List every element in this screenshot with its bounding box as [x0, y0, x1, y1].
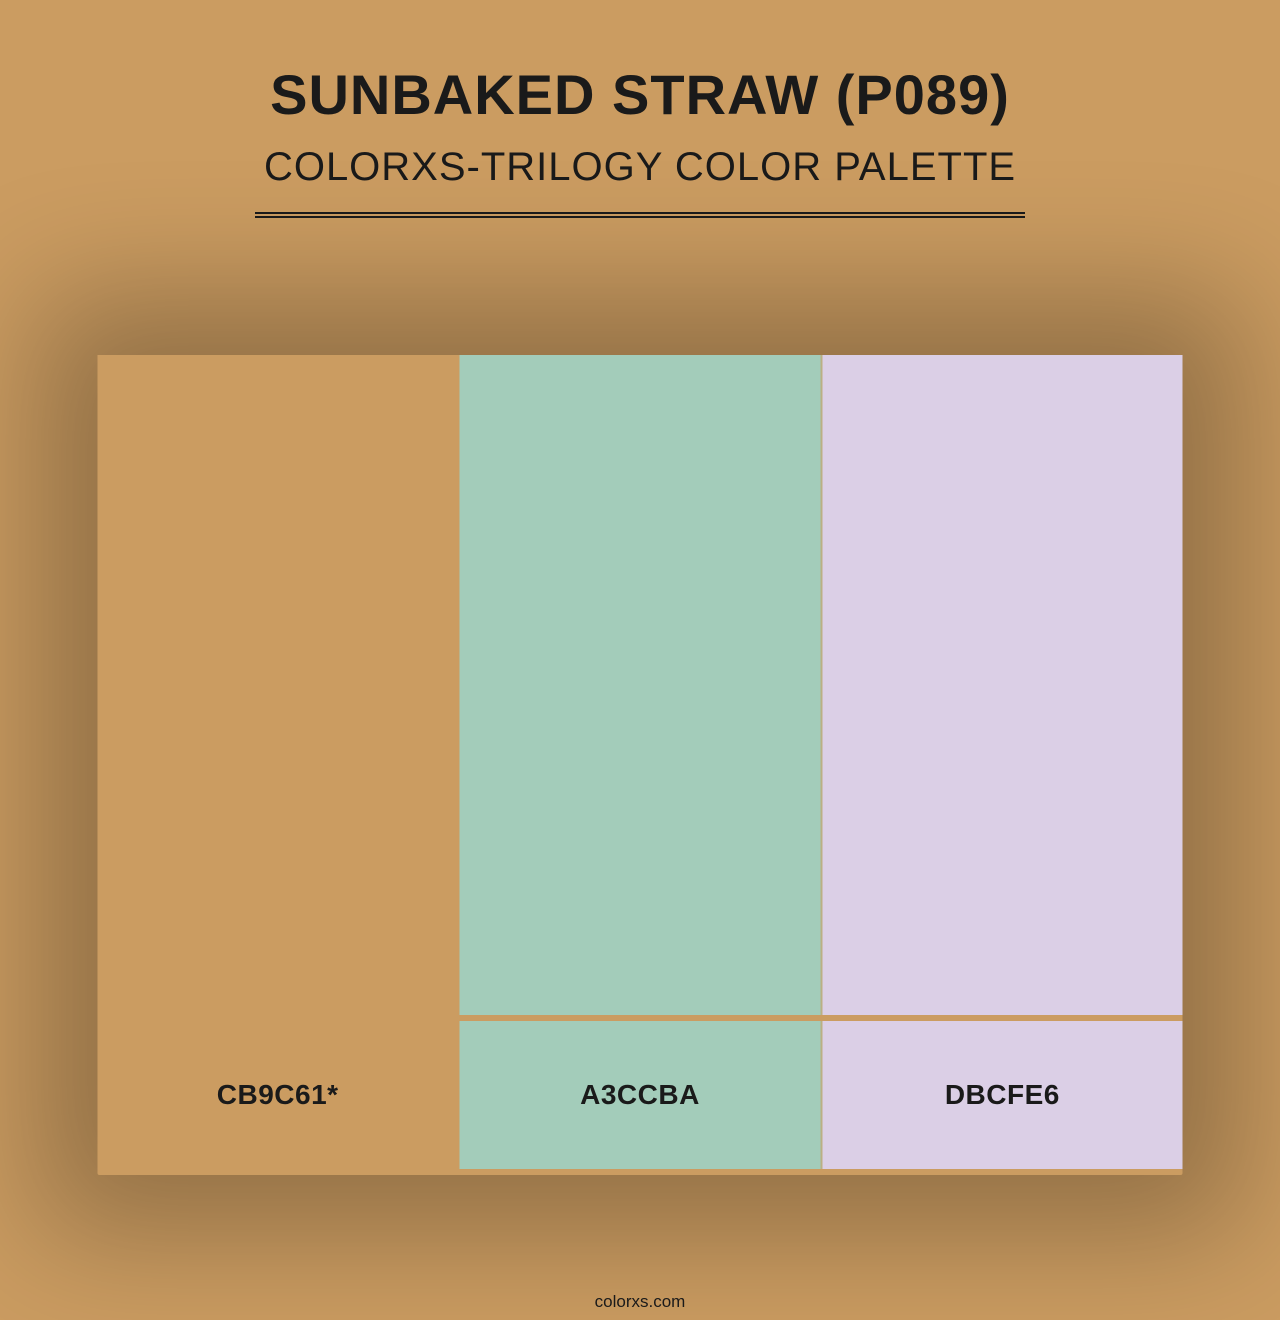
label-row: CB9C61* A3CCBA DBCFE6 [98, 1021, 1183, 1169]
swatch-label-2: A3CCBA [460, 1021, 822, 1169]
page-subtitle: COLORXS-TRILOGY COLOR PALETTE [0, 145, 1280, 190]
swatch-1 [98, 355, 460, 1015]
header: SUNBAKED STRAW (P089) COLORXS-TRILOGY CO… [0, 0, 1280, 218]
swatch-row [98, 355, 1183, 1015]
header-divider [255, 212, 1025, 218]
swatch-3 [822, 355, 1182, 1015]
palette-container: CB9C61* A3CCBA DBCFE6 [98, 355, 1183, 1169]
swatch-hex-2: A3CCBA [580, 1079, 700, 1111]
swatch-label-1: CB9C61* [98, 1021, 460, 1169]
page-title: SUNBAKED STRAW (P089) [0, 62, 1280, 127]
swatch-label-3: DBCFE6 [822, 1021, 1182, 1169]
swatch-hex-3: DBCFE6 [945, 1079, 1060, 1111]
footer-credit: colorxs.com [0, 1292, 1280, 1312]
swatch-2 [460, 355, 822, 1015]
swatch-hex-1: CB9C61* [217, 1079, 339, 1111]
